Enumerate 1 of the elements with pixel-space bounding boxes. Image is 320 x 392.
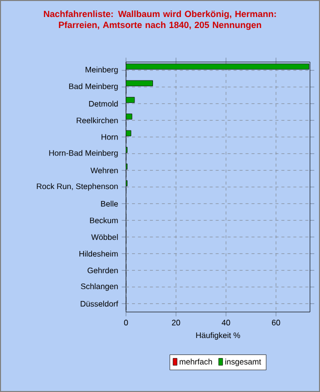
chart-title: Nachfahrenliste: Wallbaum wird Oberkönig, Hermann: Pfarreien, Amtsorte nach 1840, 205 Nennungen — [44, 10, 276, 30]
